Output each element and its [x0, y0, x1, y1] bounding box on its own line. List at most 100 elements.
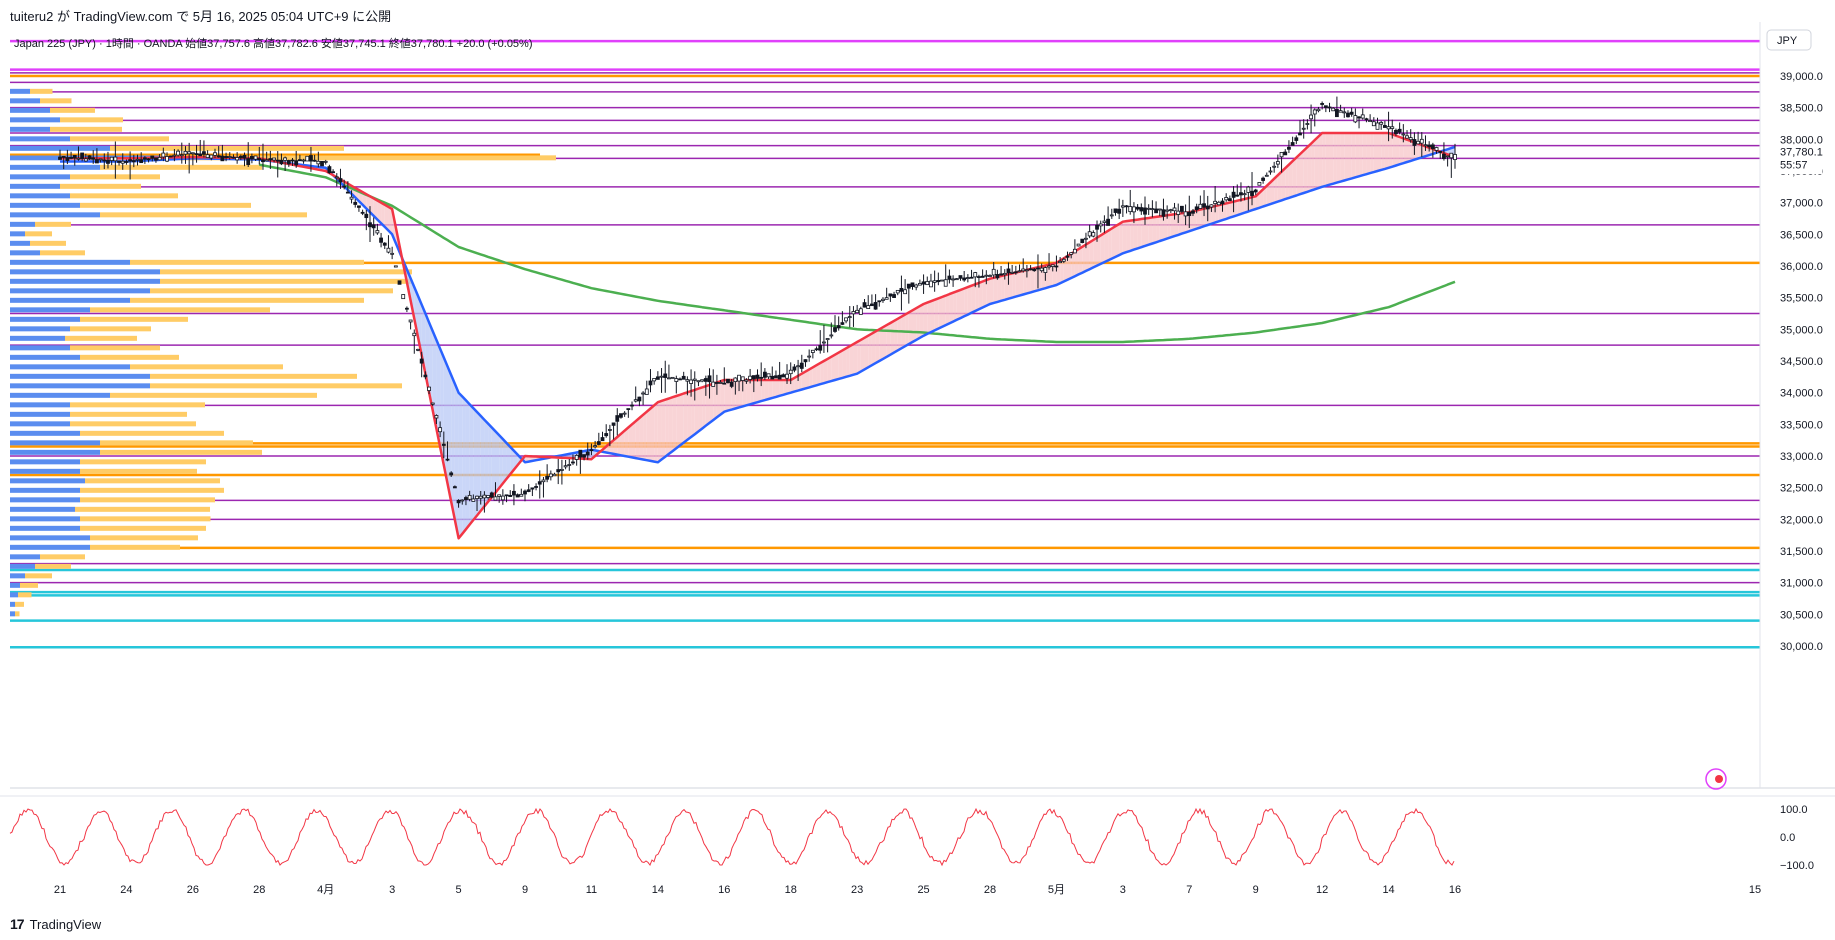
- profile-bar-buy: [10, 468, 80, 474]
- candle-body: [1331, 107, 1336, 112]
- candle-body: [142, 157, 147, 160]
- ma-fill-segment: [842, 348, 847, 378]
- profile-bar-buy: [10, 478, 85, 484]
- candle-body: [951, 278, 955, 281]
- candle-body: [770, 375, 775, 380]
- ma-fill-segment: [934, 298, 939, 331]
- ma-fill-segment: [635, 418, 640, 459]
- candle-body: [353, 201, 358, 205]
- candle-body: [593, 445, 598, 448]
- candle-body: [430, 402, 435, 405]
- ma-fill-segment: [1030, 268, 1035, 293]
- ma-fill-segment: [894, 318, 898, 353]
- candle-body: [1109, 214, 1114, 217]
- time-tick-label: 25: [917, 884, 929, 896]
- ma-fill-segment: [1093, 237, 1098, 268]
- ma-fill-segment: [1248, 197, 1253, 212]
- profile-bar-sell: [70, 345, 160, 351]
- ma-fill-segment: [1263, 185, 1267, 207]
- time-tick-label: 4月: [317, 884, 334, 896]
- ma-fill-segment: [1240, 198, 1245, 214]
- profile-bar-buy: [10, 364, 130, 370]
- ma-fill-segment: [1122, 221, 1127, 254]
- candle-body: [1309, 114, 1313, 120]
- candle-body: [785, 373, 789, 379]
- price-tick-label: 31,500.0: [1780, 546, 1823, 558]
- candle-body: [390, 252, 395, 255]
- candle-body: [560, 468, 564, 471]
- candle-body: [888, 293, 893, 297]
- ma-fill-segment: [1108, 228, 1112, 261]
- ma-fill-segment: [890, 320, 895, 355]
- candle-body: [1279, 152, 1284, 158]
- profile-bar-sell: [80, 516, 211, 522]
- price-candles: [58, 96, 1457, 513]
- candle-body: [954, 278, 959, 281]
- profile-bar-sell: [15, 611, 20, 617]
- candle-body: [190, 152, 195, 155]
- candle-body: [792, 366, 797, 371]
- profile-bar-buy: [10, 373, 150, 379]
- profile-bar-sell: [150, 288, 393, 294]
- candle-body: [98, 158, 103, 161]
- ma-fill-segment: [750, 380, 754, 405]
- profile-bar-sell: [150, 383, 402, 389]
- ma-fill-segment: [882, 325, 887, 359]
- candle-body: [1098, 223, 1103, 227]
- ma-fill-segment: [1333, 133, 1337, 184]
- candle-body: [1261, 177, 1265, 181]
- ma-fill-segment: [1300, 150, 1304, 195]
- candle-body: [596, 441, 601, 445]
- candle-body: [305, 155, 310, 162]
- candle-body: [1360, 114, 1365, 119]
- profile-bar-sell: [75, 506, 210, 512]
- candle-body: [1423, 144, 1428, 147]
- profile-bar-buy: [10, 202, 80, 208]
- candle-body: [1139, 207, 1144, 212]
- candle-body: [508, 495, 513, 497]
- profile-bar-sell: [30, 88, 53, 94]
- ma-fill-segment: [1347, 133, 1352, 180]
- candle-body: [674, 378, 679, 382]
- profile-bar-buy: [10, 221, 35, 227]
- candle-body: [515, 494, 520, 498]
- profile-bar-sell: [60, 117, 123, 123]
- candle-body: [1010, 271, 1015, 274]
- profile-bar-buy: [10, 269, 160, 275]
- candle-body: [283, 157, 288, 161]
- ma-fill-segment: [680, 393, 684, 446]
- profile-bar-buy: [10, 240, 30, 246]
- candle-body: [1239, 192, 1243, 196]
- ma-fill-segment: [860, 337, 865, 372]
- candle-body: [1143, 207, 1147, 215]
- candle-body: [397, 280, 402, 285]
- candle-body: [1106, 218, 1110, 226]
- candle-body: [1316, 108, 1321, 112]
- ma-fill-segment: [1078, 246, 1083, 275]
- candle-body: [774, 375, 778, 379]
- ma-fill-segment: [716, 381, 721, 418]
- ma-fill-segment: [628, 424, 633, 458]
- candle-body: [1154, 208, 1158, 214]
- candle-body: [895, 289, 900, 294]
- ma-fill-segment: [1119, 221, 1123, 256]
- candle-body: [929, 280, 933, 288]
- ma-fill-segment: [1037, 266, 1042, 291]
- ma-fill-segment: [1126, 220, 1131, 253]
- candle-body: [1242, 193, 1247, 196]
- candle-body: [478, 495, 483, 499]
- candle-body: [1394, 129, 1398, 135]
- candle-body: [1371, 121, 1376, 127]
- price-tick-label: 32,000.0: [1780, 514, 1823, 526]
- ma-fill-segment: [967, 285, 972, 315]
- profile-bar-buy: [10, 582, 20, 588]
- candle-body: [1382, 125, 1387, 128]
- candle-body: [183, 150, 188, 155]
- candle-body: [1076, 243, 1081, 247]
- tradingview-logo[interactable]: 17 TradingView: [10, 916, 101, 932]
- candle-body: [1172, 207, 1177, 212]
- time-tick-label: 24: [120, 884, 132, 896]
- candle-body: [803, 359, 808, 363]
- ma-fill-segment: [930, 299, 935, 333]
